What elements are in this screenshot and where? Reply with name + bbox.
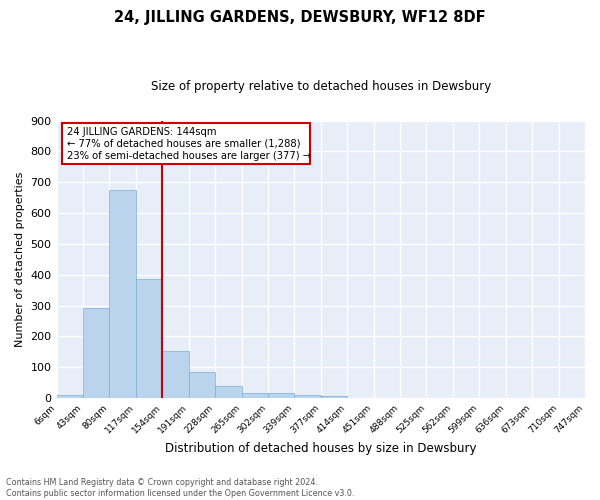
Bar (295, 394, 321, 398)
Bar (215, 386, 242, 398)
Y-axis label: Number of detached properties: Number of detached properties (15, 172, 25, 347)
Text: 23% of semi-detached houses are larger (377) →: 23% of semi-detached houses are larger (… (67, 152, 311, 162)
Bar (162, 351, 188, 398)
Bar (242, 393, 268, 398)
Text: 24 JILLING GARDENS: 144sqm: 24 JILLING GARDENS: 144sqm (67, 127, 217, 137)
X-axis label: Distribution of detached houses by size in Dewsbury: Distribution of detached houses by size … (165, 442, 476, 455)
Text: 24, JILLING GARDENS, DEWSBURY, WF12 8DF: 24, JILLING GARDENS, DEWSBURY, WF12 8DF (114, 10, 486, 25)
Text: ← 77% of detached houses are smaller (1,288): ← 77% of detached houses are smaller (1,… (67, 138, 301, 148)
Bar (109, 190, 136, 398)
FancyBboxPatch shape (62, 124, 310, 164)
Bar (56, 395, 83, 398)
Bar (83, 308, 109, 398)
Bar (136, 279, 162, 398)
Title: Size of property relative to detached houses in Dewsbury: Size of property relative to detached ho… (151, 80, 491, 93)
Bar (188, 372, 215, 398)
Bar (268, 393, 295, 398)
Bar (321, 396, 347, 398)
Text: Contains HM Land Registry data © Crown copyright and database right 2024.
Contai: Contains HM Land Registry data © Crown c… (6, 478, 355, 498)
